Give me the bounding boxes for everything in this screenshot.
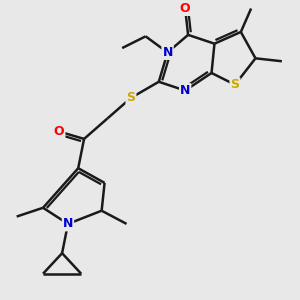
Text: S: S [127,92,136,104]
Text: S: S [230,78,239,91]
Text: O: O [54,125,64,138]
Text: O: O [180,2,190,15]
Text: N: N [180,84,190,97]
Text: N: N [63,218,73,230]
Text: N: N [162,46,173,59]
